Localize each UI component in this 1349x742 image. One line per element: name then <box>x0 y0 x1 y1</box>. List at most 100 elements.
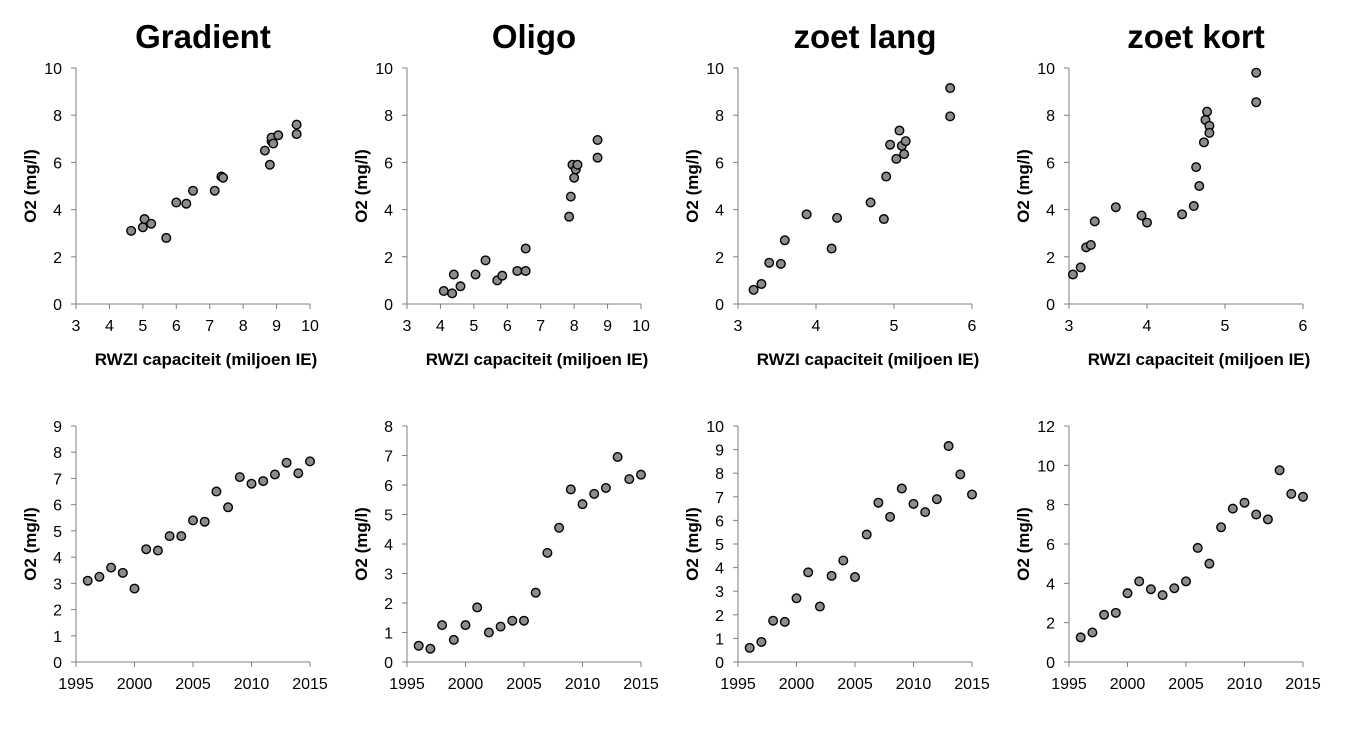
x-tick-label: 3 <box>403 318 412 335</box>
y-tick-label: 2 <box>384 250 393 267</box>
data-point <box>519 615 530 626</box>
x-tick-label: 9 <box>272 318 281 335</box>
y-tick-label: 0 <box>53 655 62 672</box>
y-tick-label: 8 <box>384 108 393 125</box>
y-tick-label: 6 <box>384 478 393 495</box>
data-point <box>137 222 148 233</box>
x-tick-label: 6 <box>1299 318 1308 335</box>
y-tick-label: 4 <box>53 203 62 220</box>
chart-panel-2: 3 4 5 6 7 8 9 10 0 2 4 6 8 10 Oligo O2 (mg/l) RWZI capac… <box>352 18 650 369</box>
data-point <box>826 243 837 254</box>
x-tick-label: 5 <box>1221 318 1230 335</box>
data-point <box>152 545 163 556</box>
data-point <box>264 159 275 170</box>
data-point <box>291 119 302 130</box>
y-axis-label: O2 (mg/l) <box>21 507 40 581</box>
data-point <box>448 634 459 645</box>
data-point <box>1194 180 1205 191</box>
data-point <box>850 572 861 583</box>
data-point <box>1192 542 1203 553</box>
x-tick-label: 1995 <box>58 676 94 693</box>
data-point <box>1169 583 1180 594</box>
y-tick-label: 3 <box>53 576 62 593</box>
data-point <box>281 457 292 468</box>
chart-panel-4: 3 4 5 6 0 2 4 6 8 10 zoet kort O2 (mg/l) RWZI capaci… <box>1014 18 1310 369</box>
data-point <box>117 567 128 578</box>
data-point <box>885 511 896 522</box>
data-point <box>1274 465 1285 476</box>
y-tick-label: 8 <box>1046 108 1055 125</box>
data-point <box>246 478 257 489</box>
data-point <box>425 643 436 654</box>
data-point <box>891 153 902 164</box>
chart-panel-6: 1995 2000 2005 2010 2015 0 1 2 3 4 5 6 7 8 O2 (mg/l) <box>352 419 659 693</box>
y-tick-label: 3 <box>715 584 724 601</box>
y-tick-label: 8 <box>53 445 62 462</box>
data-point <box>495 621 506 632</box>
y-tick-label: 2 <box>53 603 62 620</box>
data-point <box>164 531 175 542</box>
data-point <box>129 583 140 594</box>
x-tick-label: 2000 <box>448 676 484 693</box>
data-point <box>223 502 234 513</box>
x-tick-label: 1995 <box>389 676 425 693</box>
data-point <box>569 172 580 183</box>
data-point <box>1251 97 1262 108</box>
x-tick-label: 8 <box>570 318 579 335</box>
x-tick-label: 2000 <box>1110 676 1146 693</box>
y-tick-label: 6 <box>715 155 724 172</box>
chart-title: Oligo <box>492 18 576 55</box>
y-axis-label: O2 (mg/l) <box>21 149 40 223</box>
data-point <box>1075 262 1086 273</box>
y-tick-label: 7 <box>384 449 393 466</box>
y-tick-label: 1 <box>715 631 724 648</box>
y-tick-label: 2 <box>384 596 393 613</box>
data-point <box>483 627 494 638</box>
data-point <box>900 136 911 147</box>
data-point <box>1110 202 1121 213</box>
x-tick-label: 10 <box>632 318 650 335</box>
y-tick-label: 3 <box>384 567 393 584</box>
data-point <box>636 469 647 480</box>
x-tick-label: 6 <box>968 318 977 335</box>
y-tick-label: 2 <box>1046 616 1055 633</box>
y-tick-label: 0 <box>1046 655 1055 672</box>
data-point <box>1204 558 1215 569</box>
data-point <box>293 468 304 479</box>
x-tick-label: 5 <box>469 318 478 335</box>
data-point <box>413 640 424 651</box>
data-point <box>187 515 198 526</box>
data-point <box>756 636 767 647</box>
data-point <box>1089 216 1100 227</box>
y-tick-label: 2 <box>715 250 724 267</box>
data-point <box>126 225 137 236</box>
x-tick-label: 9 <box>603 318 612 335</box>
x-axis-label: RWZI capaciteit (miljoen IE) <box>426 350 649 369</box>
data-point <box>775 258 786 269</box>
data-point <box>470 269 481 280</box>
data-point <box>1110 607 1121 618</box>
x-tick-label: 2005 <box>175 676 211 693</box>
data-point <box>1087 627 1098 638</box>
data-point <box>507 615 518 626</box>
data-point <box>572 159 583 170</box>
data-point <box>1204 127 1215 138</box>
data-point <box>1216 522 1227 533</box>
data-point <box>896 483 907 494</box>
y-tick-label: 10 <box>1037 458 1055 475</box>
data-point <box>565 191 576 202</box>
chart-panel-7: 1995 2000 2005 2010 2015 0 1 2 3 4 5 6 7 8 9 10 O2 (mg/l… <box>683 419 990 693</box>
x-tick-label: 2010 <box>1227 676 1263 693</box>
data-point <box>1251 67 1262 78</box>
data-point <box>199 516 210 527</box>
data-point <box>1145 584 1156 595</box>
y-tick-label: 0 <box>1046 297 1055 314</box>
data-point <box>1251 509 1262 520</box>
data-point <box>273 130 284 141</box>
x-tick-label: 2005 <box>837 676 873 693</box>
x-tick-label: 1995 <box>720 676 756 693</box>
data-point <box>1180 576 1191 587</box>
data-point <box>258 476 269 487</box>
data-point <box>1122 588 1133 599</box>
x-axis-label: RWZI capaciteit (miljoen IE) <box>95 350 318 369</box>
